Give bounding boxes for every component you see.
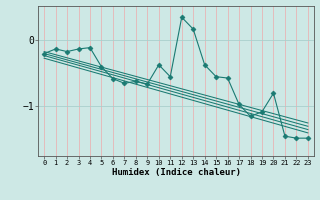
- X-axis label: Humidex (Indice chaleur): Humidex (Indice chaleur): [111, 168, 241, 177]
